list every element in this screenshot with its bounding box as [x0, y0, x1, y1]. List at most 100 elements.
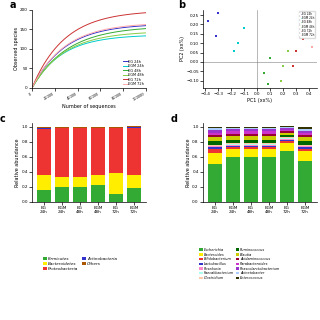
EG 24h — [138, 24, 142, 28]
Bar — [298, 129, 312, 131]
Bar — [208, 147, 221, 149]
Bar — [127, 127, 141, 128]
Bar — [244, 127, 258, 128]
EG 48h — [60, 51, 64, 54]
Bar — [262, 149, 276, 157]
Bar — [244, 144, 258, 145]
Line: EGM 24h: EGM 24h — [32, 36, 146, 88]
Bar — [280, 128, 294, 130]
Bar — [73, 127, 87, 128]
Bar — [280, 139, 294, 140]
Legend: EG 24h, EGM 24h, EG 48h, EGM 48h, EG 72h, EGM 72h: EG 24h, EGM 24h, EG 48h, EGM 48h, EG 72h… — [300, 11, 316, 38]
EGM 72h — [144, 23, 148, 27]
Text: a: a — [9, 0, 16, 10]
Y-axis label: Relative abundance: Relative abundance — [15, 138, 20, 187]
Bar — [244, 129, 258, 132]
EG 24h — [30, 86, 34, 90]
Bar — [226, 144, 240, 145]
Point — [231, 48, 236, 53]
Bar — [73, 128, 87, 177]
Bar — [226, 128, 240, 129]
EGM 24h — [60, 52, 64, 56]
Bar — [262, 134, 276, 136]
Bar — [244, 157, 258, 202]
Text: c: c — [0, 114, 6, 124]
Bar — [262, 144, 276, 145]
Bar — [262, 157, 276, 202]
EGM 48h — [30, 86, 34, 90]
Bar — [226, 143, 240, 144]
EG 72h — [51, 49, 55, 53]
Bar — [280, 138, 294, 139]
Point — [205, 18, 211, 23]
Bar — [37, 175, 51, 190]
Bar — [37, 127, 51, 128]
Bar — [280, 127, 294, 128]
EGM 72h — [51, 55, 55, 59]
Bar — [109, 173, 123, 194]
Bar — [298, 137, 312, 141]
Bar — [298, 145, 312, 146]
Bar — [91, 128, 105, 175]
Bar — [244, 136, 258, 140]
Bar — [244, 149, 258, 157]
EGM 72h — [37, 74, 41, 77]
Point — [281, 63, 286, 68]
Point — [261, 71, 266, 76]
Bar — [280, 130, 294, 132]
X-axis label: Number of sequences: Number of sequences — [62, 104, 116, 109]
Y-axis label: PC2 (xx%): PC2 (xx%) — [180, 36, 185, 61]
Legend: Firmicutes, Bacteroidetes, Proteobacteria, Actinobacteria, Others: Firmicutes, Bacteroidetes, Proteobacteri… — [43, 257, 117, 271]
Bar — [280, 135, 294, 137]
Bar — [262, 136, 276, 140]
Line: EGM 72h: EGM 72h — [32, 25, 146, 88]
Bar — [280, 141, 294, 143]
Bar — [55, 128, 69, 177]
EG 24h — [37, 74, 41, 78]
EGM 72h — [35, 77, 38, 81]
Bar — [244, 145, 258, 146]
EG 48h — [134, 28, 138, 31]
EG 24h — [51, 55, 55, 59]
Bar — [298, 151, 312, 161]
EG 48h — [138, 27, 142, 31]
Point — [304, 18, 309, 23]
EG 72h — [134, 12, 138, 15]
Point — [278, 78, 283, 83]
Bar — [127, 175, 141, 188]
Bar — [208, 127, 221, 128]
Bar — [298, 146, 312, 147]
EGM 72h — [138, 23, 142, 27]
Bar — [109, 127, 123, 128]
Bar — [226, 149, 240, 157]
Bar — [244, 140, 258, 143]
Bar — [208, 137, 221, 141]
Bar — [262, 147, 276, 149]
Bar — [91, 127, 105, 128]
Line: EG 24h: EG 24h — [32, 26, 146, 88]
Bar — [262, 129, 276, 132]
Bar — [226, 147, 240, 149]
EGM 24h — [138, 34, 142, 38]
Bar — [262, 146, 276, 147]
Bar — [91, 185, 105, 202]
Bar — [262, 140, 276, 143]
Bar — [298, 135, 312, 137]
EGM 48h — [144, 31, 148, 35]
Bar — [226, 134, 240, 136]
Bar — [244, 132, 258, 134]
EGM 24h — [51, 59, 55, 63]
Line: EG 48h: EG 48h — [32, 28, 146, 88]
EGM 24h — [30, 86, 34, 90]
Bar — [244, 134, 258, 136]
Bar — [55, 127, 69, 128]
EG 24h — [134, 24, 138, 28]
EGM 48h — [60, 52, 64, 55]
EG 48h — [35, 79, 38, 83]
Text: d: d — [171, 114, 178, 124]
EGM 24h — [144, 34, 148, 38]
Bar — [244, 147, 258, 149]
EGM 72h — [30, 86, 34, 90]
Bar — [298, 133, 312, 135]
EGM 48h — [37, 75, 41, 79]
